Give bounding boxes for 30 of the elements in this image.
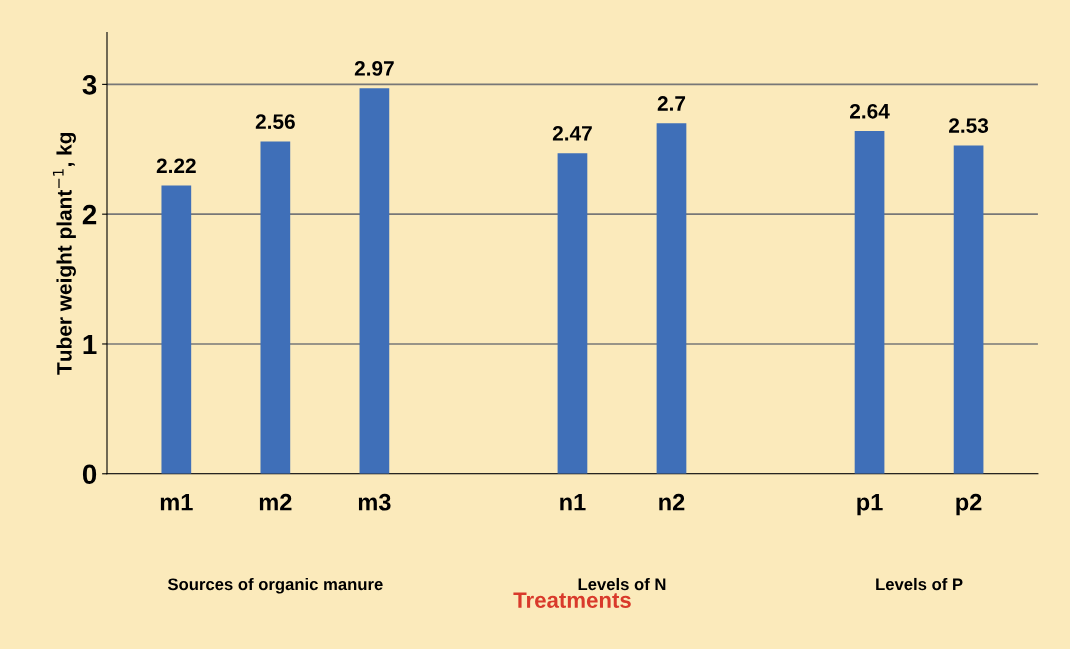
x-tick-label: n2 <box>659 493 685 511</box>
x-tick-label: m1 <box>160 494 193 511</box>
y-tick-label: 1 <box>83 334 97 355</box>
y-tick-label: 3 <box>82 75 97 95</box>
data-label: 2.53 <box>949 118 989 133</box>
source-note: Sources of organic manure <box>167 577 383 594</box>
data-label: 2.22 <box>156 158 196 173</box>
x-tick-label: m2 <box>259 493 292 511</box>
bar <box>953 145 984 474</box>
y-tick-label: 0 <box>82 464 97 485</box>
data-label: 2.56 <box>255 114 295 130</box>
bar <box>161 185 192 474</box>
x-axis-title: Treatments <box>513 592 631 608</box>
bar <box>854 131 885 474</box>
x-tick-label: n1 <box>560 494 586 511</box>
y-axis-title: Tuber weight plant$^{−1}$, kg <box>52 132 76 375</box>
bar <box>260 141 291 474</box>
data-label: 2.47 <box>552 125 592 141</box>
data-label: 2.7 <box>657 96 686 111</box>
text: Levels of P <box>876 577 963 591</box>
bar <box>557 153 588 474</box>
bar <box>656 123 687 474</box>
data-label: 2.64 <box>850 103 890 119</box>
x-tick-label: p1 <box>857 494 883 516</box>
bar <box>359 88 390 474</box>
y-tick-label: 2 <box>82 204 97 225</box>
x-tick-label: m3 <box>358 493 391 511</box>
text: Levels of N <box>578 577 666 591</box>
data-label: 2.97 <box>354 61 394 76</box>
x-tick-label: p2 <box>956 493 982 516</box>
